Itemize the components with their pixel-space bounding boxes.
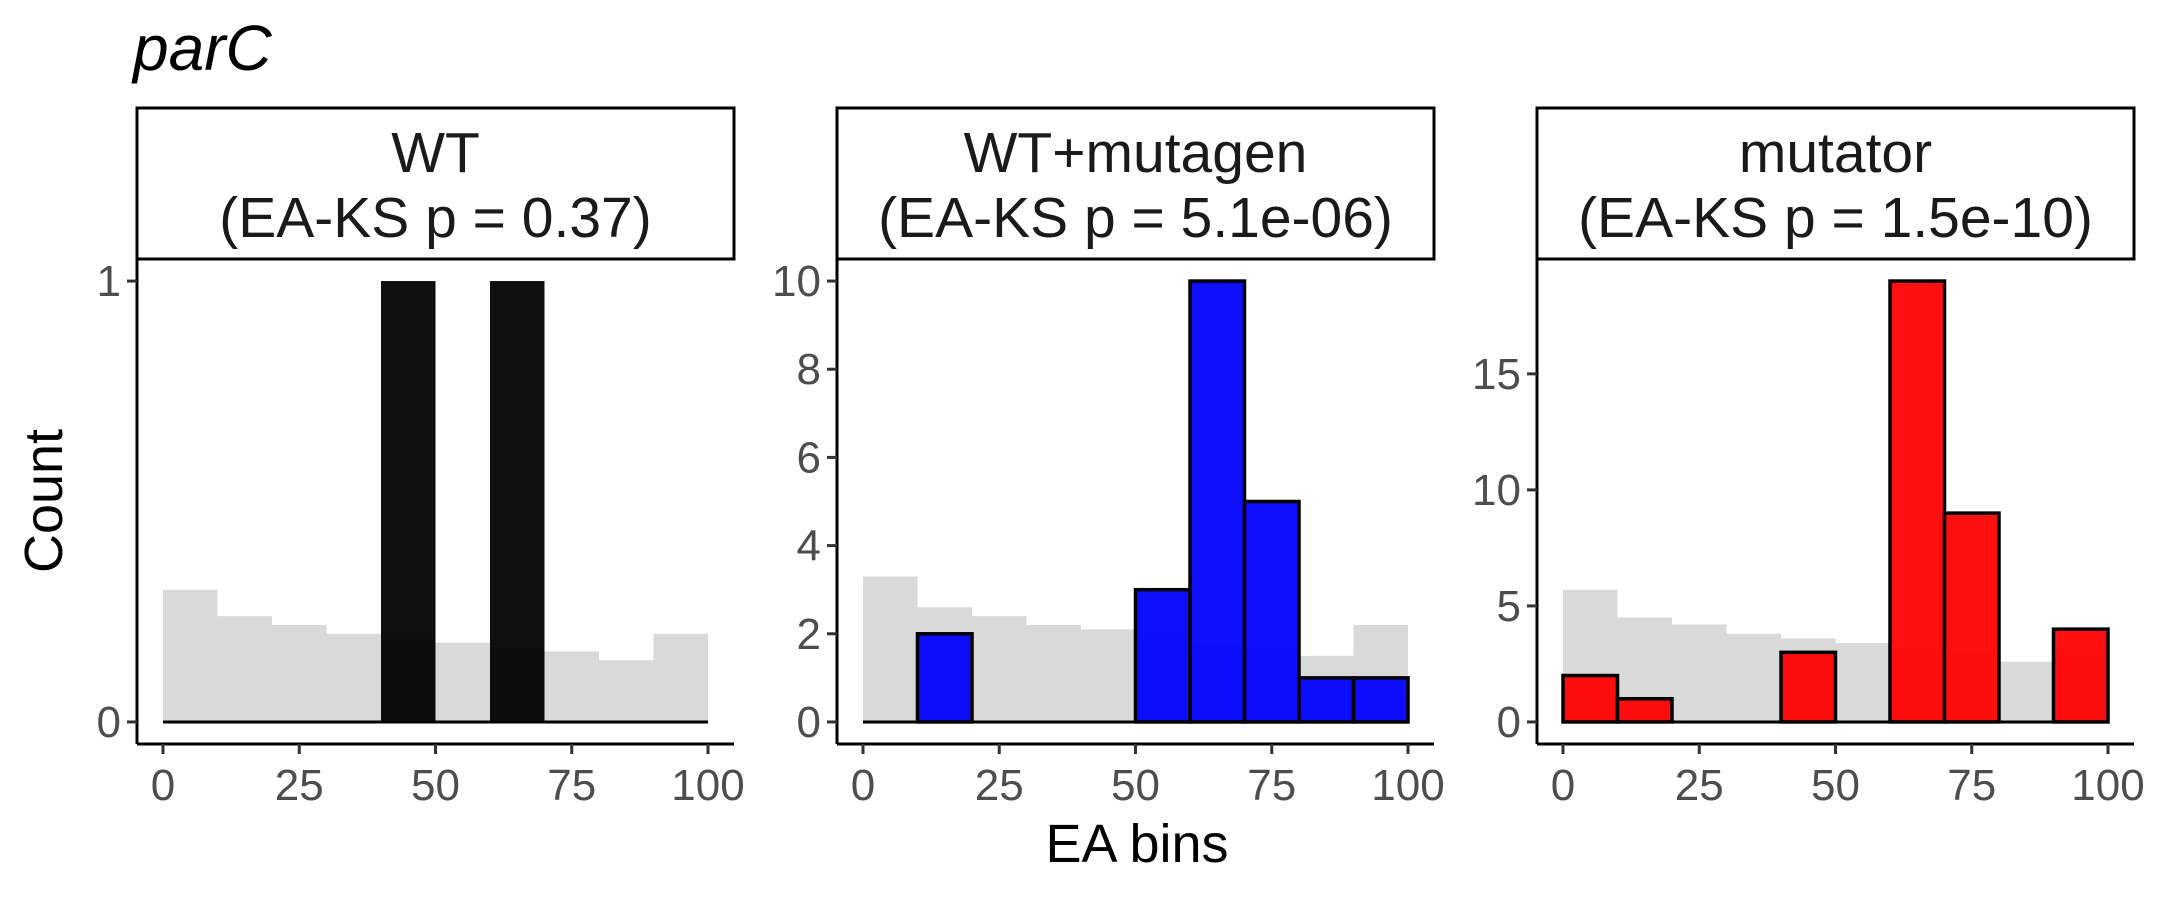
background-bar <box>1672 624 1727 722</box>
x-tick-label: 75 <box>1247 761 1296 810</box>
x-tick-label: 50 <box>1811 761 1860 810</box>
data-bar <box>1133 587 1192 724</box>
data-bar <box>915 632 974 724</box>
strip-label-line2: (EA-KS p = 0.37) <box>219 186 651 250</box>
data-bar <box>490 281 545 722</box>
x-tick-label: 75 <box>547 761 596 810</box>
y-tick-label: 1 <box>97 257 121 306</box>
strip-label-line2: (EA-KS p = 1.5e-10) <box>1578 186 2093 250</box>
y-tick-label: 10 <box>1472 466 1521 515</box>
data-bar <box>1888 279 1947 724</box>
background-bar <box>972 616 1027 722</box>
strip-label-line1: WT <box>391 121 480 185</box>
y-tick-label: 5 <box>1497 582 1521 631</box>
x-axis-title: EA bins <box>1045 814 1228 874</box>
background-bar <box>326 633 381 722</box>
x-tick-label: 0 <box>151 761 175 810</box>
background-bar <box>1081 629 1136 722</box>
background-bar <box>163 589 218 722</box>
background-bar <box>599 660 654 722</box>
x-tick-label: 75 <box>1947 761 1996 810</box>
y-tick-label: 0 <box>1497 698 1521 747</box>
chart-title: parC <box>131 12 273 84</box>
facet-panel: WT(EA-KS p = 0.37) 0 1 0 25 50 75 100 <box>97 106 745 810</box>
background-bar <box>1726 633 1781 722</box>
data-bar <box>1561 673 1620 724</box>
y-tick-label: 0 <box>797 698 821 747</box>
x-tick-label: 100 <box>1371 761 1444 810</box>
data-bar <box>1615 696 1674 724</box>
x-tick-label: 50 <box>1111 761 1160 810</box>
x-tick-label: 100 <box>2071 761 2144 810</box>
data-bar <box>381 281 436 722</box>
background-bar <box>1999 661 2054 722</box>
strip-label-line1: WT+mutagen <box>964 121 1308 185</box>
facet-strip <box>835 106 1436 261</box>
y-tick-label: 6 <box>797 433 821 482</box>
data-bar <box>1297 676 1356 724</box>
x-tick-label: 25 <box>975 761 1024 810</box>
background-bar <box>1026 624 1081 722</box>
y-tick-label: 4 <box>797 522 821 571</box>
background-bar <box>217 616 272 722</box>
strip-label-line2: (EA-KS p = 5.1e-06) <box>878 186 1393 250</box>
facet-strip <box>1535 106 2136 261</box>
background-bar <box>544 651 599 722</box>
x-tick-label: 50 <box>411 761 460 810</box>
background-bar <box>653 633 708 722</box>
data-bar <box>2051 627 2110 724</box>
y-axis-title: Count <box>14 429 74 573</box>
y-tick-label: 0 <box>97 698 121 747</box>
data-bar <box>1188 279 1247 724</box>
facet-panels: WT(EA-KS p = 0.37)010 25 50 75 100WT+mutagen… <box>97 106 2145 810</box>
y-tick-label: 15 <box>1472 350 1521 399</box>
y-tick-label: 10 <box>772 257 821 306</box>
x-tick-label: 0 <box>851 761 875 810</box>
facet-strip <box>135 106 736 261</box>
strip-label-line1: mutator <box>1739 121 1932 185</box>
x-tick-label: 25 <box>275 761 324 810</box>
background-bar <box>272 624 327 722</box>
background-bar <box>435 642 490 722</box>
data-bar <box>1779 650 1838 724</box>
x-tick-label: 25 <box>1675 761 1724 810</box>
x-tick-label: 100 <box>671 761 744 810</box>
data-bar <box>1351 676 1410 724</box>
background-bar <box>1835 643 1890 722</box>
x-tick-label: 0 <box>1551 761 1575 810</box>
y-tick-label: 8 <box>797 345 821 394</box>
facet-panel: mutator(EA-KS p = 1.5e-10) 0 5 10 15 0 25 50 75 1… <box>1472 106 2145 810</box>
data-bar <box>1242 499 1301 724</box>
y-tick-label: 2 <box>797 610 821 659</box>
background-bar <box>863 576 918 722</box>
data-bar <box>1942 511 2001 724</box>
